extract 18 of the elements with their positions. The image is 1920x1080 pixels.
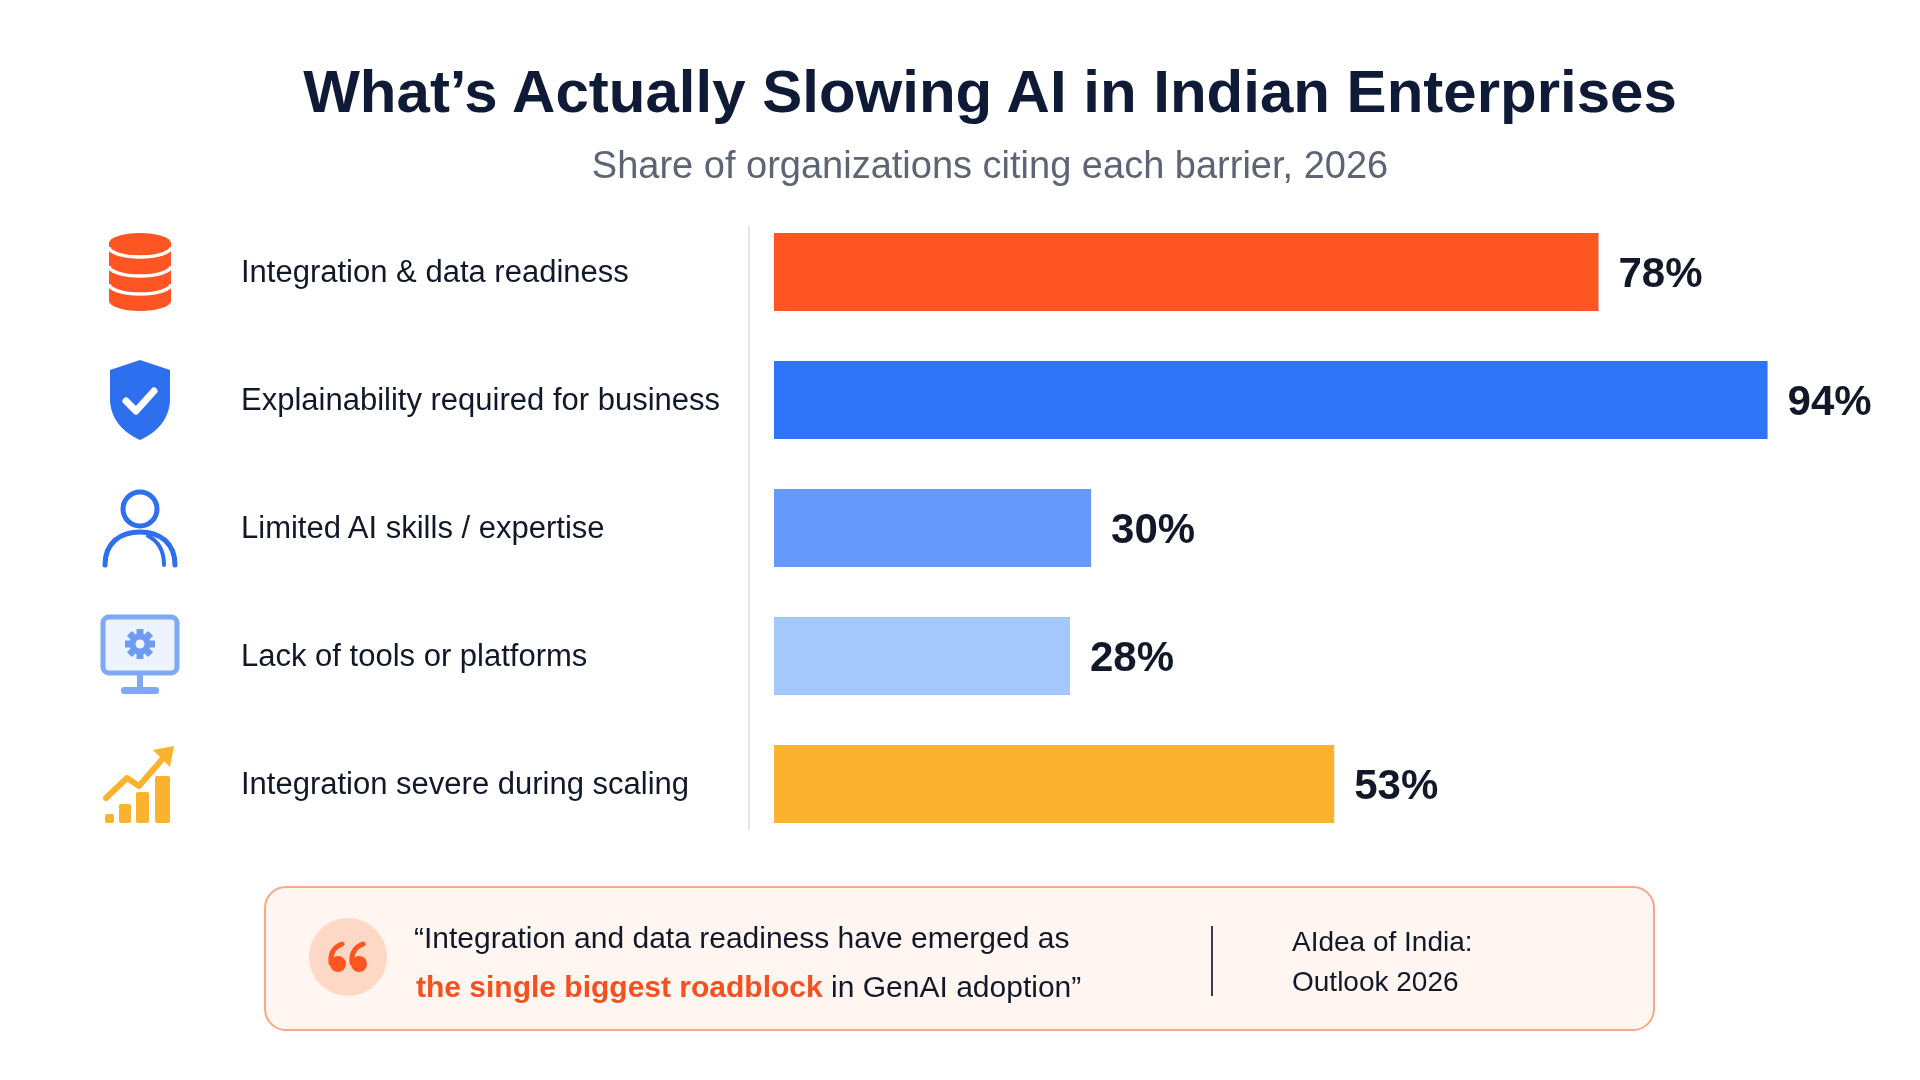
bar xyxy=(774,488,1092,568)
y-tick-label: Limited AI skills / expertise xyxy=(241,509,605,547)
chart-title: What’s Actually Slowing AI in Indian Enterprises xyxy=(302,58,1678,126)
y-tick-label: Integration severe during scaling xyxy=(241,765,690,803)
data-label: 94% xyxy=(1787,376,1872,424)
bar xyxy=(774,360,1768,440)
chart-subtitle: Share of organizations citing each barrier, 2026 xyxy=(590,143,1390,187)
data-label: 78% xyxy=(1618,248,1703,296)
data-label: 28% xyxy=(1089,632,1175,680)
data-label: 53% xyxy=(1354,760,1439,808)
bar xyxy=(774,616,1070,696)
bar xyxy=(774,232,1599,312)
y-tick-label: Integration & data readiness xyxy=(241,253,629,291)
data-label: 30% xyxy=(1111,504,1196,552)
quote-box: “Integration and data readiness have emerged as the single biggest roadblock in GenAI adoption” AIdea of India: Outlook 2026 xyxy=(264,886,1655,1031)
bar xyxy=(774,744,1335,824)
y-tick-label: Lack of tools or platforms xyxy=(241,637,588,675)
y-tick-label: Explainability required for business xyxy=(241,381,721,419)
